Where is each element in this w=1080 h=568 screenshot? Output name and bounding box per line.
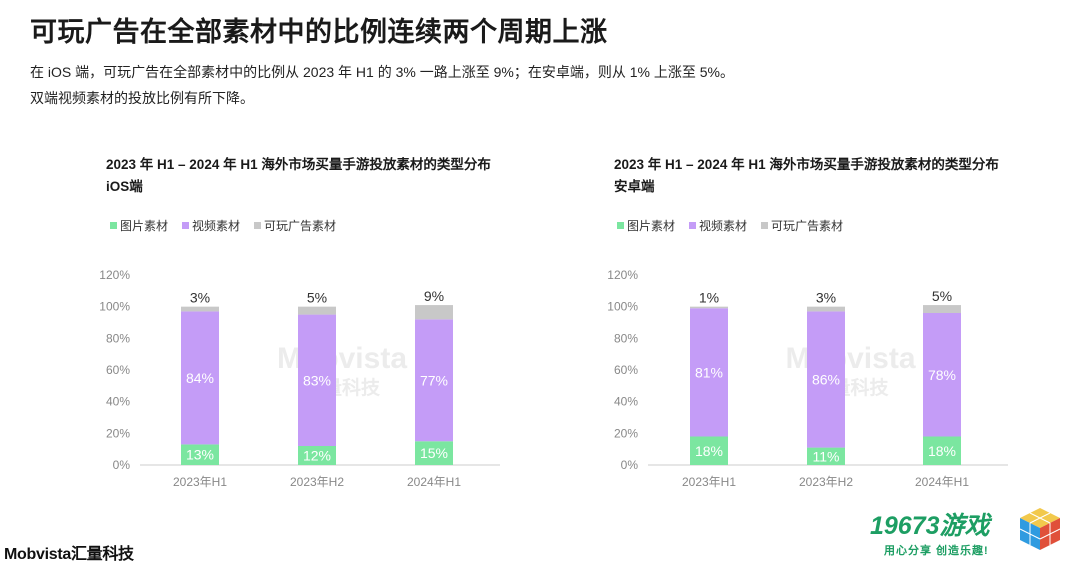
data-label-image: 18% bbox=[695, 443, 723, 459]
ios-chart-title: 2023 年 H1 – 2024 年 H1 海外市场买量手游投放素材的类型分布 bbox=[106, 157, 491, 172]
data-label-playable: 3% bbox=[816, 290, 836, 306]
legend-swatch-video bbox=[182, 222, 190, 229]
description-line-2: 双端视频素材的投放比例有所下降。 bbox=[30, 90, 254, 106]
bar-segment-video bbox=[807, 311, 845, 448]
y-tick-label: 20% bbox=[614, 426, 638, 440]
ios-legend: 图片素材 视频素材 可玩广告素材 bbox=[110, 217, 336, 234]
y-tick-label: 80% bbox=[106, 331, 130, 345]
page-title: 可玩广告在全部素材中的比例连续两个周期上涨 bbox=[30, 17, 608, 47]
legend-label-playable: 可玩广告素材 bbox=[264, 219, 337, 233]
legend-label-image: 图片素材 bbox=[120, 219, 169, 233]
game-site-logo-text: 19673游戏 bbox=[870, 512, 990, 540]
data-label-playable: 1% bbox=[699, 290, 719, 306]
bar-segment-playable bbox=[415, 305, 453, 320]
data-label-playable: 5% bbox=[932, 288, 952, 304]
data-label-image: 15% bbox=[420, 445, 448, 461]
bar-segment-video bbox=[690, 308, 728, 437]
bar-segment-playable bbox=[298, 306, 336, 315]
y-tick-label: 40% bbox=[614, 395, 638, 409]
x-tick-label: 2024年H1 bbox=[407, 475, 461, 489]
description-line-1: 在 iOS 端，可玩广告在全部素材中的比例从 2023 年 H1 的 3% 一路… bbox=[30, 64, 734, 80]
x-tick-label: 2023年H1 bbox=[682, 475, 736, 489]
y-tick-label: 120% bbox=[99, 268, 130, 282]
bar-segment-playable bbox=[807, 306, 845, 312]
bar-segment-video bbox=[298, 314, 336, 446]
y-tick-label: 80% bbox=[614, 331, 638, 345]
y-tick-label: 40% bbox=[106, 395, 130, 409]
x-tick-label: 2023年H2 bbox=[799, 475, 853, 489]
ios-watermark: Mobvista汇量科技 bbox=[277, 342, 407, 399]
brand-name-cn: 汇量科技 bbox=[70, 546, 134, 563]
brand-logo: Mobvista汇量科技 bbox=[4, 540, 134, 564]
data-label-playable: 5% bbox=[307, 290, 327, 306]
legend-swatch-image bbox=[617, 222, 624, 229]
y-tick-label: 0% bbox=[621, 458, 639, 472]
legend-item-image: 图片素材 bbox=[110, 217, 168, 234]
legend-item-image: 图片素材 bbox=[617, 217, 675, 234]
x-tick-label: 2024年H1 bbox=[915, 475, 969, 489]
ios-stacked-bar-chart: 0% 20% 40% 60% 80% 100% 120% 13% 84% 3% 2023年H1 12%… bbox=[99, 268, 500, 489]
y-tick-label: 120% bbox=[607, 268, 638, 282]
x-tick-label: 2023年H2 bbox=[290, 475, 344, 489]
data-label-video: 81% bbox=[695, 364, 723, 380]
bar-segment-playable bbox=[181, 306, 219, 312]
data-label-image: 13% bbox=[186, 447, 214, 463]
bar-segment-image bbox=[415, 441, 453, 465]
legend-item-playable: 可玩广告素材 bbox=[254, 217, 336, 234]
y-tick-label: 20% bbox=[106, 426, 130, 440]
bar-segment-image bbox=[807, 447, 845, 465]
data-label-video: 78% bbox=[928, 367, 956, 383]
bar-segment-playable bbox=[690, 306, 728, 309]
game-site-slogan: 用心分享 创造乐趣! bbox=[884, 545, 989, 557]
legend-swatch-playable bbox=[761, 222, 769, 229]
android-chart-title: 2023 年 H1 – 2024 年 H1 海外市场买量手游投放素材的类型分布 bbox=[614, 157, 999, 172]
android-chart-subtitle: 安卓端 bbox=[614, 179, 655, 194]
android-legend: 图片素材 视频素材 可玩广告素材 bbox=[617, 217, 843, 234]
cube-logo-icon bbox=[1019, 508, 1061, 550]
data-label-image: 11% bbox=[813, 448, 840, 464]
legend-item-playable: 可玩广告素材 bbox=[761, 217, 843, 234]
y-tick-label: 60% bbox=[106, 363, 130, 377]
watermark-logo: Mobvista bbox=[785, 342, 915, 375]
android-stacked-bar-chart: 0% 20% 40% 60% 80% 100% 120% 18% 81% 1% 2023年H1 11%… bbox=[607, 268, 1008, 489]
data-label-image: 18% bbox=[928, 443, 956, 459]
legend-swatch-playable bbox=[254, 222, 262, 229]
game-site-logo: 19673游戏 用心分享 创造乐趣! bbox=[870, 506, 990, 558]
legend-item-video: 视频素材 bbox=[689, 217, 747, 234]
bar-segment-video bbox=[415, 319, 453, 442]
legend-item-video: 视频素材 bbox=[182, 217, 240, 234]
bar-segment-image bbox=[923, 436, 961, 465]
ios-chart-subtitle: iOS端 bbox=[106, 179, 143, 194]
data-label-video: 83% bbox=[303, 372, 331, 388]
bar-segment-image bbox=[690, 436, 728, 465]
brand-name: Mobvista bbox=[4, 546, 71, 563]
legend-swatch-image bbox=[110, 222, 117, 229]
data-label-image: 12% bbox=[303, 448, 331, 464]
legend-swatch-video bbox=[689, 222, 697, 229]
bar-segment-playable bbox=[923, 305, 961, 313]
y-tick-label: 60% bbox=[614, 363, 638, 377]
y-tick-label: 0% bbox=[113, 458, 131, 472]
x-tick-label: 2023年H1 bbox=[173, 475, 227, 489]
bar-segment-video bbox=[923, 313, 961, 437]
legend-label-image: 图片素材 bbox=[627, 219, 676, 233]
data-label-video: 77% bbox=[420, 372, 448, 388]
data-label-video: 86% bbox=[812, 372, 840, 388]
bar-segment-image bbox=[298, 446, 336, 465]
data-label-playable: 3% bbox=[190, 290, 210, 306]
data-label-video: 84% bbox=[186, 370, 214, 386]
y-tick-label: 100% bbox=[99, 300, 130, 314]
legend-label-playable: 可玩广告素材 bbox=[771, 219, 844, 233]
bar-segment-video bbox=[181, 311, 219, 445]
y-tick-label: 100% bbox=[607, 300, 638, 314]
android-watermark: Mobvista汇量科技 bbox=[785, 342, 915, 399]
legend-label-video: 视频素材 bbox=[192, 219, 241, 233]
data-label-playable: 9% bbox=[424, 288, 444, 304]
legend-label-video: 视频素材 bbox=[699, 219, 748, 233]
watermark-logo: Mobvista bbox=[277, 342, 407, 375]
bar-segment-image bbox=[181, 444, 219, 465]
